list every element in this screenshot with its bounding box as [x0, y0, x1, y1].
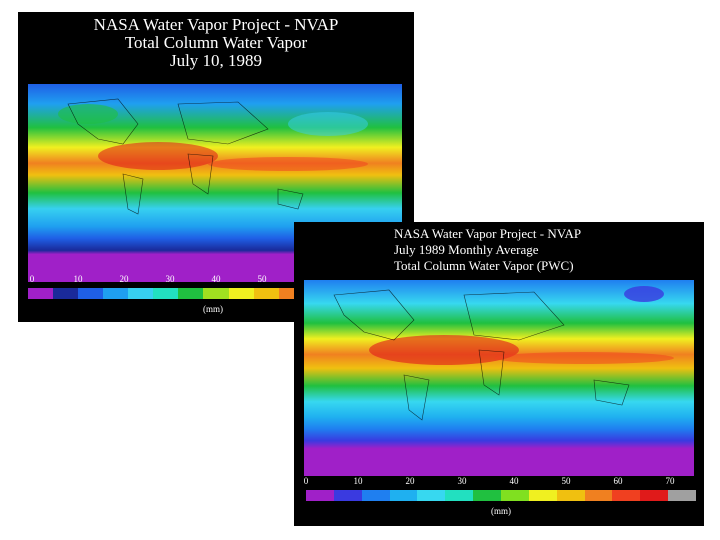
colorbar-swatch — [228, 288, 254, 299]
colorbar-swatch — [53, 288, 79, 299]
monthly-title-line-1: NASA Water Vapor Project - NVAP — [394, 226, 582, 241]
colorbar-tick-label: 70 — [665, 476, 675, 486]
colorbar-tick-label: 60 — [613, 476, 623, 486]
monthly-title-line-2: July 1989 Monthly Average — [394, 242, 539, 257]
colorbar-tick-label: 0 — [29, 274, 35, 284]
daily-title-line-3: July 10, 1989 — [169, 51, 263, 70]
colorbar-swatch — [556, 490, 585, 501]
colorbar-swatch — [612, 490, 641, 501]
colorbar-swatch — [306, 490, 334, 501]
colorbar-swatch — [253, 288, 279, 299]
colorbar-swatch — [668, 490, 697, 501]
colorbar-swatch — [417, 490, 446, 501]
daily-world-map — [28, 84, 402, 282]
colorbar-swatch — [278, 288, 304, 299]
monthly-map-title: NASA Water Vapor Project - NVAP July 198… — [394, 226, 581, 274]
colorbar-tick-label: 30 — [457, 476, 467, 486]
colorbar-swatch — [473, 490, 502, 501]
monthly-water-vapor-map-panel: NASA Water Vapor Project - NVAP July 198… — [294, 222, 704, 526]
daily-title-line-2: Total Column Water Vapor — [124, 33, 308, 52]
colorbar-swatch — [153, 288, 179, 299]
monthly-colorbar-ticks: 0 10 20 30 40 50 60 70 — [303, 476, 675, 488]
colorbar-swatch — [333, 490, 362, 501]
colorbar-swatch — [78, 288, 104, 299]
daily-water-vapor-map-panel: NASA Water Vapor Project - NVAP Total Co… — [18, 12, 414, 322]
colorbar-tick-label: 30 — [165, 274, 175, 284]
colorbar-swatch — [640, 490, 669, 501]
colorbar-tick-label: 50 — [561, 476, 571, 486]
colorbar-swatch — [445, 490, 474, 501]
colorbar-tick-label: 10 — [73, 274, 83, 284]
colorbar-tick-label: 40 — [211, 274, 221, 284]
colorbar-swatch — [178, 288, 204, 299]
colorbar-swatch — [128, 288, 154, 299]
colorbar-tick-label: 10 — [353, 476, 363, 486]
monthly-world-map — [304, 280, 694, 476]
colorbar-swatch — [203, 288, 229, 299]
colorbar-swatch — [584, 490, 613, 501]
colorbar-tick-label: 40 — [509, 476, 519, 486]
monthly-title-line-3: Total Column Water Vapor (PWC) — [394, 258, 574, 273]
colorbar-swatch — [28, 288, 54, 299]
colorbar-tick-label: 20 — [119, 274, 129, 284]
daily-colorbar-units: (mm) — [203, 304, 223, 314]
colorbar-tick-label: 0 — [303, 476, 309, 486]
colorbar-swatch — [389, 490, 418, 501]
monthly-colorbar-units: (mm) — [491, 506, 511, 516]
colorbar-swatch — [361, 490, 390, 501]
colorbar-swatch — [528, 490, 557, 501]
colorbar-swatch — [501, 490, 529, 501]
colorbar-tick-label: 50 — [257, 274, 267, 284]
colorbar-tick-label: 20 — [405, 476, 415, 486]
daily-map-title: NASA Water Vapor Project - NVAP Total Co… — [18, 16, 414, 70]
daily-title-line-1: NASA Water Vapor Project - NVAP — [93, 15, 339, 34]
colorbar-swatch — [103, 288, 129, 299]
monthly-colorbar — [306, 490, 697, 501]
